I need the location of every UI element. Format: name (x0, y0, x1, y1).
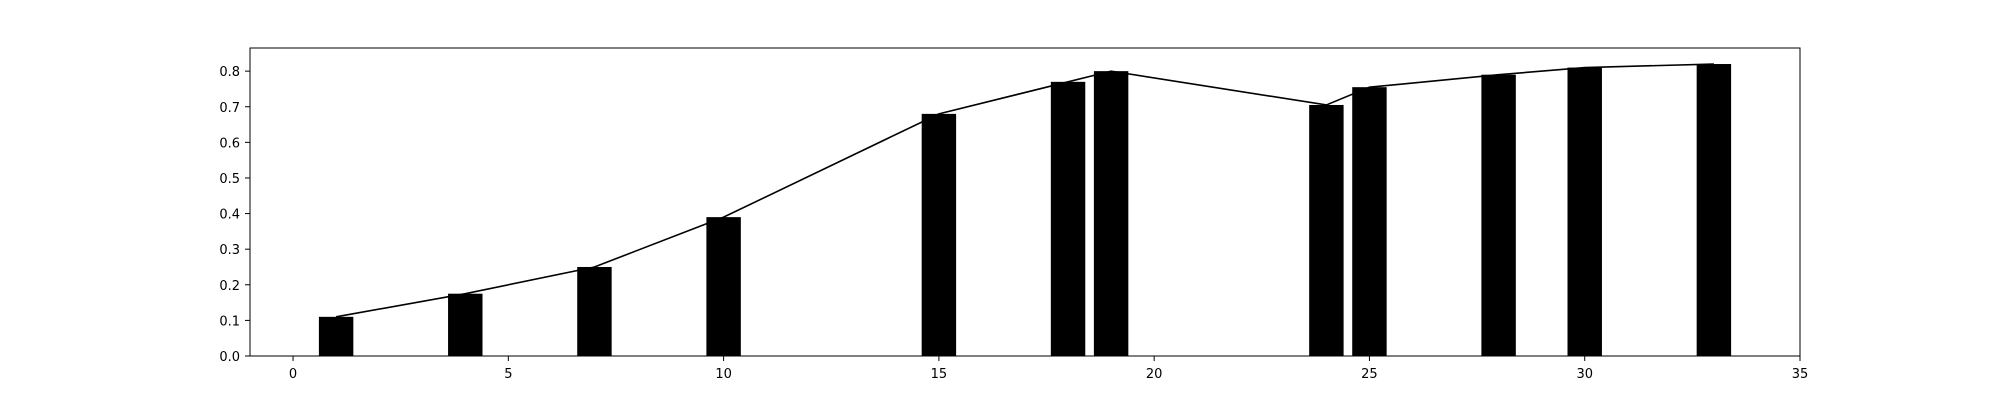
bar-33 (1696, 64, 1732, 357)
y-tick-label: 0.3 (219, 243, 240, 258)
bar-15 (921, 113, 957, 357)
x-tick-label: 30 (1576, 367, 1593, 382)
series-line (335, 63, 1714, 318)
x-tick-label: 25 (1361, 367, 1378, 382)
bar-10 (706, 217, 741, 356)
x-tick-label: 35 (1792, 367, 1809, 382)
x-tick-label: 10 (715, 367, 732, 382)
x-tick-label: 0 (289, 367, 297, 382)
bar-30 (1567, 67, 1602, 356)
axes-layer: 0 5 10 15 20 25 30 35 0.0 0.1 0.2 0.3 0.4 0.5 0.6 0.7 0.… (219, 47, 1809, 382)
y-tick-label: 0.5 (219, 172, 240, 187)
y-tick-label: 0.4 (219, 208, 240, 223)
bars-layer (318, 64, 1732, 357)
bar-1 (318, 316, 354, 356)
x-tick-label: 5 (504, 367, 512, 382)
bar-25 (1352, 87, 1387, 357)
y-tick-label: 0.2 (219, 279, 240, 294)
x-tick-label: 15 (931, 367, 948, 382)
x-tick-label: 20 (1146, 367, 1163, 382)
y-tick-label: 0.6 (219, 136, 240, 151)
bar-24 (1309, 104, 1344, 356)
y-tick-label: 0.1 (219, 314, 240, 329)
bar-28 (1481, 74, 1516, 357)
bar-18 (1050, 81, 1086, 356)
y-tick-label: 0.8 (219, 65, 240, 80)
y-tick-label: 0.0 (219, 350, 240, 365)
y-tick-label: 0.7 (219, 101, 240, 116)
bar-4 (448, 293, 483, 356)
plot-frame (249, 47, 1801, 357)
bar-19 (1093, 71, 1129, 356)
line-layer (335, 63, 1714, 318)
bar-7 (577, 266, 612, 356)
